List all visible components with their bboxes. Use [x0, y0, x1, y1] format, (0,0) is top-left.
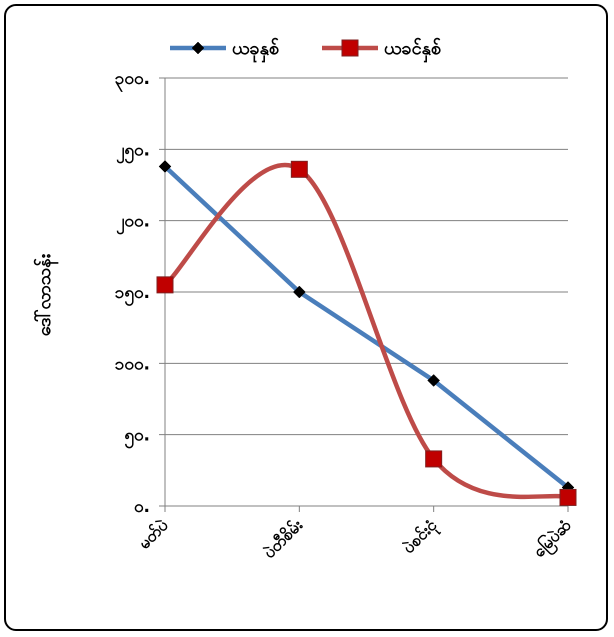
series-line-2	[162, 162, 571, 500]
legend-marker-1	[191, 41, 205, 55]
data-point	[425, 450, 443, 468]
data-point	[158, 160, 172, 173]
data-point	[292, 285, 306, 299]
legend-label-2: ယခင်နှစ်	[384, 37, 441, 63]
legend-marker-2	[341, 39, 359, 57]
y-axis-label: ဒေါ်လာသန်း	[33, 254, 59, 337]
data-point	[290, 160, 308, 178]
series-markers	[156, 160, 577, 506]
y-tick-label: ၁၅၀.	[115, 283, 150, 307]
x-tick-label: မတ်ပဲ	[134, 515, 172, 553]
y-tick-label: ၀.	[134, 497, 150, 517]
y-tick-label: ၂၅၀.	[116, 140, 150, 164]
y-tick-label: ၁၀၀.	[115, 354, 150, 374]
data-point	[156, 276, 174, 294]
x-tick-labels: မတ်ပဲ ပဲတီစိမ်း ပဲစင်းငုံ မြေပဲဆံ	[134, 515, 577, 564]
x-tick-label: ပဲတီစိမ်း	[260, 515, 307, 562]
x-tick-label: ပဲစင်းငုံ	[399, 515, 444, 560]
y-tick-label: ၃၀၀.	[115, 69, 150, 93]
legend-label-1: ယခုနှစ်	[232, 37, 279, 63]
data-point	[559, 488, 577, 506]
y-tick-label: ၂၀၀.	[116, 212, 150, 236]
x-tick-label: မြေပဲဆံ	[529, 515, 578, 564]
series-lines	[162, 162, 571, 500]
legend: ယခုနှစ် ယခင်နှစ်	[170, 37, 441, 63]
y-tick-label: ၅၀.	[124, 426, 150, 450]
data-point	[427, 374, 441, 387]
chart-frame	[4, 4, 608, 631]
y-tick-labels: ၀. ၅၀. ၁၀၀. ၁၅၀. ၂၀၀. ၂၅၀. ၃၀၀.	[115, 69, 150, 517]
series-line-1	[162, 164, 571, 490]
